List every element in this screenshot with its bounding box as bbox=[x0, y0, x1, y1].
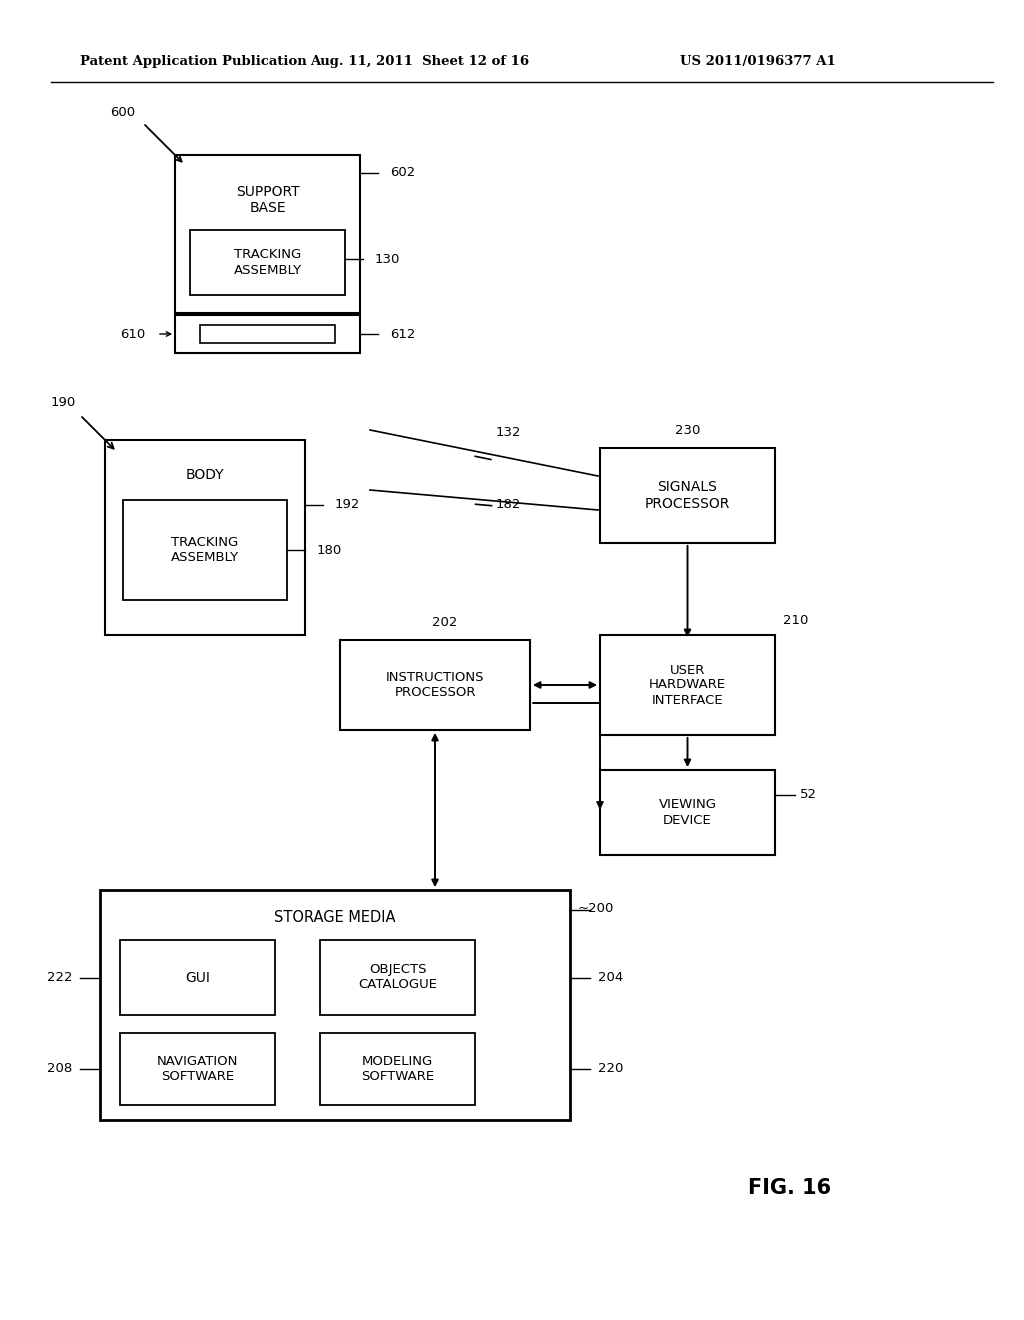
Text: US 2011/0196377 A1: US 2011/0196377 A1 bbox=[680, 55, 836, 69]
Bar bbox=[600, 635, 775, 735]
Text: 210: 210 bbox=[783, 614, 808, 627]
Text: 230: 230 bbox=[675, 424, 700, 437]
Text: 132: 132 bbox=[496, 426, 521, 440]
Text: ~200: ~200 bbox=[578, 902, 614, 915]
Bar bbox=[175, 315, 360, 352]
Text: 52: 52 bbox=[800, 788, 817, 801]
Bar bbox=[600, 447, 775, 543]
Bar bbox=[340, 640, 530, 730]
Text: 182: 182 bbox=[496, 499, 521, 511]
Bar bbox=[175, 154, 360, 313]
Text: 220: 220 bbox=[598, 1063, 624, 1076]
Text: INSTRUCTIONS
PROCESSOR: INSTRUCTIONS PROCESSOR bbox=[386, 671, 484, 700]
Bar bbox=[319, 1034, 475, 1105]
Text: 610: 610 bbox=[120, 327, 145, 341]
Text: FIG. 16: FIG. 16 bbox=[749, 1177, 831, 1199]
Text: OBJECTS
CATALOGUE: OBJECTS CATALOGUE bbox=[358, 964, 437, 991]
Text: 192: 192 bbox=[335, 499, 360, 511]
Bar bbox=[600, 770, 775, 855]
Text: SIGNALS
PROCESSOR: SIGNALS PROCESSOR bbox=[645, 480, 730, 511]
Text: TRACKING
ASSEMBLY: TRACKING ASSEMBLY bbox=[171, 536, 239, 564]
Text: 222: 222 bbox=[46, 972, 72, 983]
Bar bbox=[100, 890, 570, 1119]
Text: USER
HARDWARE
INTERFACE: USER HARDWARE INTERFACE bbox=[649, 664, 726, 706]
Text: 208: 208 bbox=[47, 1063, 72, 1076]
Text: MODELING
SOFTWARE: MODELING SOFTWARE bbox=[360, 1055, 434, 1082]
Text: NAVIGATION
SOFTWARE: NAVIGATION SOFTWARE bbox=[157, 1055, 239, 1082]
Text: 190: 190 bbox=[50, 396, 76, 408]
Text: Patent Application Publication: Patent Application Publication bbox=[80, 55, 307, 69]
Text: 612: 612 bbox=[390, 327, 416, 341]
Bar bbox=[120, 940, 275, 1015]
Bar bbox=[120, 1034, 275, 1105]
Text: 602: 602 bbox=[390, 166, 416, 180]
Text: SUPPORT
BASE: SUPPORT BASE bbox=[236, 185, 299, 215]
Text: BODY: BODY bbox=[185, 469, 224, 482]
Text: TRACKING
ASSEMBLY: TRACKING ASSEMBLY bbox=[233, 248, 301, 276]
Text: 202: 202 bbox=[432, 615, 458, 628]
Text: Aug. 11, 2011  Sheet 12 of 16: Aug. 11, 2011 Sheet 12 of 16 bbox=[310, 55, 529, 69]
Bar bbox=[200, 325, 335, 343]
Text: 204: 204 bbox=[598, 972, 624, 983]
Bar bbox=[105, 440, 305, 635]
Bar bbox=[190, 230, 345, 294]
Bar bbox=[319, 940, 475, 1015]
Text: VIEWING
DEVICE: VIEWING DEVICE bbox=[658, 799, 717, 826]
Text: GUI: GUI bbox=[185, 970, 210, 985]
Text: 600: 600 bbox=[111, 107, 135, 120]
Text: STORAGE MEDIA: STORAGE MEDIA bbox=[274, 911, 395, 925]
Text: 130: 130 bbox=[375, 252, 400, 265]
Text: 180: 180 bbox=[317, 544, 342, 557]
Bar bbox=[123, 500, 287, 601]
